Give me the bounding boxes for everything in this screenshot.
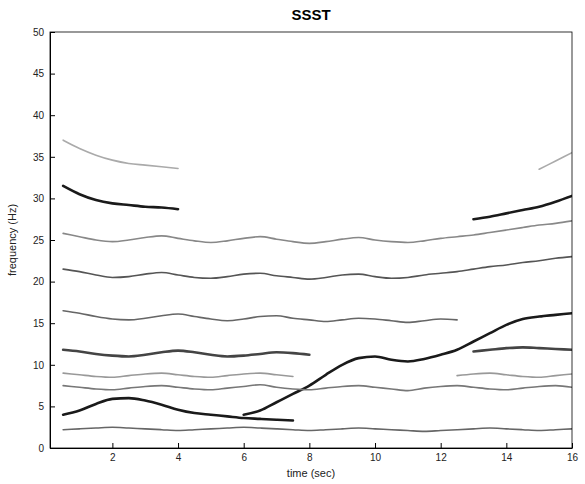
x-axis-title: time (sec): [287, 467, 335, 479]
tick: 6: [241, 443, 247, 463]
tick: 10: [370, 443, 382, 463]
tick-label: 35: [33, 152, 45, 163]
ridge-line: [63, 221, 572, 243]
tick-mark: [506, 443, 507, 448]
y-axis: 0 5 10 15 20 25 30 35 40 45 50: [33, 27, 55, 454]
tick: 8: [307, 443, 313, 463]
tick: 4: [176, 443, 182, 463]
tick-label: 14: [501, 452, 513, 463]
tick-mark: [441, 443, 442, 448]
x-axis: 2 4 6 8 10 12 14 16: [51, 443, 579, 463]
plot-background: [50, 32, 572, 448]
tick-mark: [50, 406, 55, 407]
tick-label: 10: [33, 360, 45, 371]
ridge-line: [244, 313, 572, 415]
tick: 2: [110, 443, 116, 463]
tick: 12: [436, 443, 448, 463]
tick-label: 5: [38, 401, 44, 412]
ridge-line: [63, 257, 572, 279]
tick-mark: [50, 115, 55, 116]
tick-mark: [50, 198, 55, 199]
ridges: [63, 140, 572, 431]
y-axis-title: frequency (Hz): [6, 204, 18, 276]
tick: 30: [33, 193, 55, 204]
axis-line: [51, 448, 573, 449]
tick: 25: [33, 235, 55, 246]
tick-label: 8: [307, 452, 313, 463]
tick: 50: [33, 27, 55, 38]
chart-title: SSST: [291, 6, 330, 23]
tick-mark: [178, 443, 179, 448]
tick: 35: [33, 152, 55, 163]
ridge-line: [63, 373, 572, 377]
tick-mark: [50, 74, 55, 75]
tick-mark: [50, 323, 55, 324]
tick-label: 20: [33, 276, 45, 287]
plot-frame: [50, 32, 572, 448]
ridge-line: [63, 186, 572, 219]
tick-label: 45: [33, 68, 45, 79]
tick-mark: [244, 443, 245, 448]
tick-mark: [572, 443, 573, 448]
tick: 5: [38, 401, 55, 412]
tick: 10: [33, 360, 55, 371]
tick-mark: [50, 365, 55, 366]
chart: 2 4 6 8 10 12 14 16 0 5 10 15 20 25 30 35 40 45 50 SSST time…: [0, 0, 585, 484]
tick-mark: [50, 157, 55, 158]
tick-label: 0: [38, 443, 44, 454]
tick: 14: [501, 443, 513, 463]
tick-label: 50: [33, 27, 45, 38]
tick-label: 6: [241, 452, 247, 463]
ridge-line: [63, 311, 457, 323]
tick: 0: [38, 443, 55, 454]
tick: 16: [567, 443, 579, 463]
tick: 40: [33, 110, 55, 121]
tick-mark: [50, 448, 55, 449]
tick-mark: [375, 443, 376, 448]
tick-mark: [309, 443, 310, 448]
tick-label: 15: [33, 318, 45, 329]
tick-mark: [50, 240, 55, 241]
tick-label: 16: [567, 452, 579, 463]
tick: 20: [33, 276, 55, 287]
tick-label: 30: [33, 193, 45, 204]
ridge-line: [63, 347, 572, 356]
tick-label: 4: [176, 452, 182, 463]
tick-mark: [112, 443, 113, 448]
ridge-line: [63, 398, 293, 420]
tick: 15: [33, 318, 55, 329]
tick-label: 12: [436, 452, 448, 463]
tick-mark: [50, 282, 55, 283]
ridge-line: [63, 385, 572, 391]
tick: 45: [33, 68, 55, 79]
tick-label: 2: [110, 452, 116, 463]
tick-mark: [50, 32, 55, 33]
tick-label: 10: [370, 452, 382, 463]
tick-label: 25: [33, 235, 45, 246]
tick-label: 40: [33, 110, 45, 121]
ridge-line: [63, 427, 572, 431]
ridge-line: [63, 140, 572, 169]
